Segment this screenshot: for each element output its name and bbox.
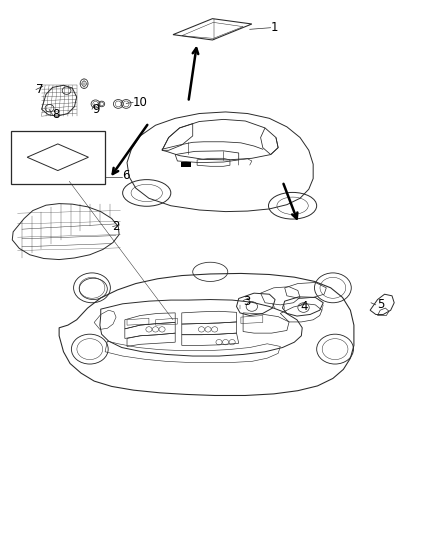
- Text: 6: 6: [122, 169, 129, 182]
- Bar: [181, 162, 191, 167]
- Bar: [11, 131, 105, 184]
- Text: 1: 1: [271, 21, 278, 34]
- Text: 7: 7: [36, 83, 43, 96]
- Text: 2: 2: [113, 220, 120, 233]
- Text: 10: 10: [133, 96, 148, 109]
- Text: 8: 8: [53, 108, 60, 121]
- Text: 4: 4: [300, 300, 307, 313]
- Text: 3: 3: [243, 295, 251, 308]
- Text: 9: 9: [92, 103, 99, 116]
- Text: 5: 5: [377, 298, 384, 311]
